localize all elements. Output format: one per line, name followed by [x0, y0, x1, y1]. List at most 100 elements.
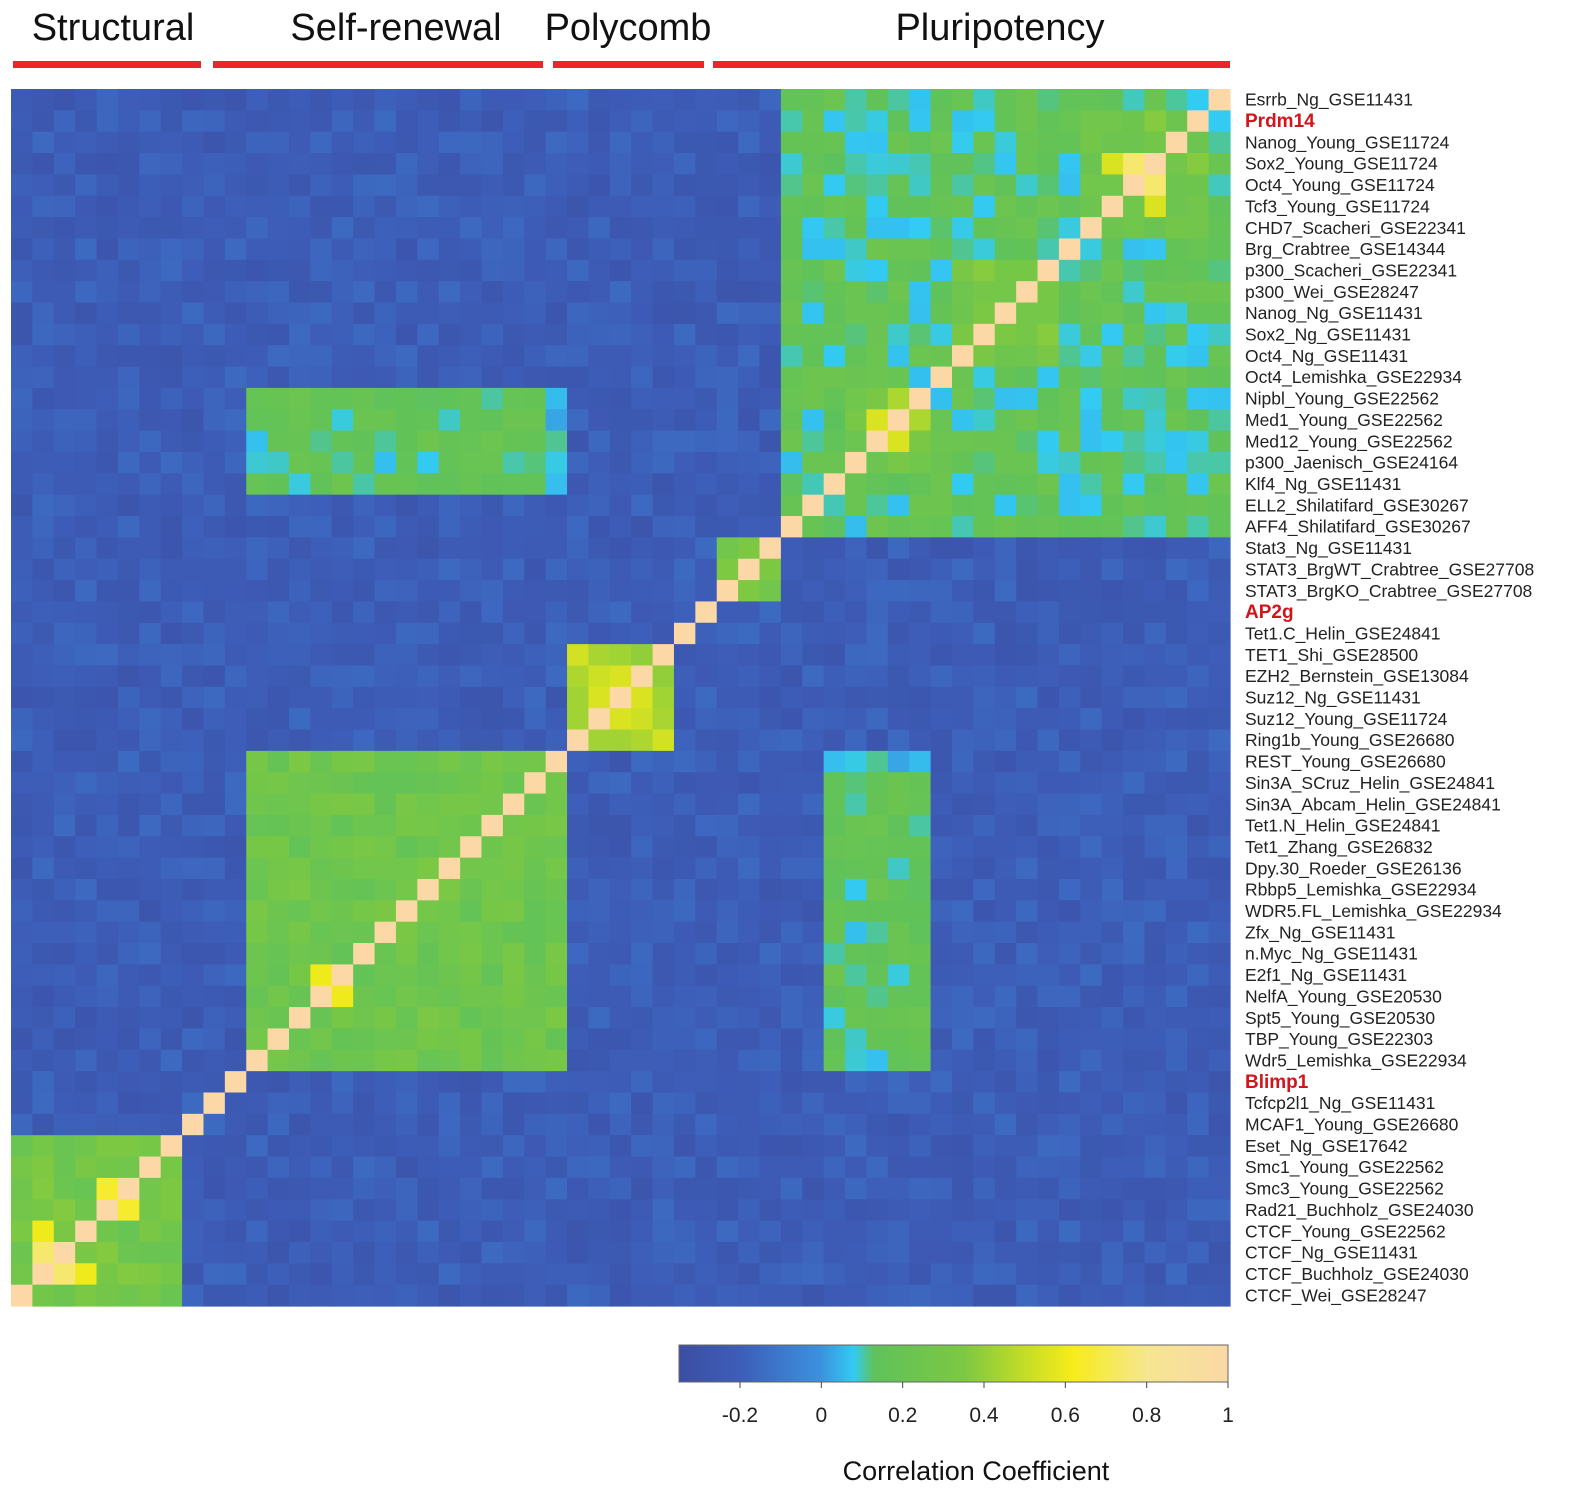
heatmap-cell: [1101, 89, 1124, 111]
heatmap-cell: [909, 836, 932, 859]
heatmap-cell: [353, 451, 376, 474]
heatmap-cell: [994, 1241, 1017, 1264]
heatmap-cell: [117, 836, 140, 859]
heatmap-cell: [567, 686, 590, 709]
heatmap-cell: [417, 131, 440, 154]
heatmap-cell: [951, 1135, 974, 1158]
heatmap-cell: [1123, 622, 1146, 645]
heatmap-cell: [481, 1263, 504, 1286]
heatmap-cell: [524, 558, 547, 581]
heatmap-cell: [930, 366, 953, 389]
heatmap-cell: [1058, 217, 1081, 240]
heatmap-cell: [1208, 558, 1231, 581]
heatmap-cell: [866, 409, 889, 432]
heatmap-cell: [481, 900, 504, 923]
heatmap-cell: [1123, 793, 1146, 816]
heatmap-cell: [1037, 943, 1060, 965]
heatmap-cell: [139, 943, 162, 965]
heatmap-cell: [1208, 1220, 1231, 1243]
heatmap-cell: [331, 1007, 354, 1030]
heatmap-cell: [673, 409, 696, 432]
heatmap-cell: [53, 644, 76, 667]
heatmap-cell: [75, 131, 98, 154]
heatmap-cell: [951, 1071, 974, 1094]
heatmap-cell: [310, 814, 333, 837]
heatmap-cell: [1101, 1071, 1124, 1094]
heatmap-cell: [994, 1177, 1017, 1200]
heatmap-cell: [1037, 473, 1060, 496]
heatmap-cell: [738, 1199, 761, 1222]
heatmap-cell: [1165, 366, 1188, 389]
heatmap-cell: [117, 537, 140, 560]
heatmap-cell: [267, 1071, 290, 1094]
heatmap-cell: [374, 259, 397, 282]
heatmap-cell: [310, 1220, 333, 1243]
heatmap-cell: [609, 1199, 632, 1222]
heatmap-cell: [1144, 1092, 1167, 1115]
heatmap-cell: [331, 985, 354, 1008]
heatmap-cell: [267, 345, 290, 368]
heatmap-cell: [203, 601, 226, 624]
heatmap-cell: [802, 900, 825, 923]
heatmap-cell: [759, 131, 782, 154]
heatmap-cell: [673, 1156, 696, 1179]
heatmap-cell: [738, 345, 761, 368]
heatmap-cell: [395, 1241, 418, 1264]
heatmap-cell: [524, 110, 547, 133]
heatmap-cell: [1058, 281, 1081, 304]
heatmap-cell: [588, 195, 611, 218]
heatmap-cell: [1101, 302, 1124, 325]
heatmap-cell: [567, 1028, 590, 1051]
heatmap-cell: [1187, 580, 1210, 603]
heatmap-cell: [845, 1049, 868, 1072]
heatmap-cell: [267, 409, 290, 432]
heatmap-cell: [267, 217, 290, 240]
heatmap-cell: [438, 900, 461, 923]
heatmap-cell: [395, 366, 418, 389]
heatmap-cell: [438, 1071, 461, 1094]
heatmap-cell: [609, 110, 632, 133]
heatmap-cell: [310, 1263, 333, 1286]
heatmap-cell: [11, 259, 33, 282]
heatmap-cell: [823, 131, 846, 154]
heatmap-cell: [951, 473, 974, 496]
heatmap-cell: [32, 89, 55, 111]
heatmap-cell: [160, 174, 183, 197]
heatmap-cell: [224, 451, 247, 474]
heatmap-cell: [395, 451, 418, 474]
heatmap-cell: [1080, 366, 1103, 389]
heatmap-cell: [1144, 1199, 1167, 1222]
heatmap-cell: [951, 1007, 974, 1030]
heatmap-cell: [53, 1199, 76, 1222]
heatmap-cell: [32, 323, 55, 346]
heatmap-cell: [738, 1156, 761, 1179]
heatmap-cell: [160, 1049, 183, 1072]
heatmap-cell: [96, 1156, 119, 1179]
row-label: Ring1b_Young_GSE26680: [1245, 730, 1455, 751]
heatmap-cell: [695, 708, 718, 731]
heatmap-cell: [716, 1007, 739, 1030]
heatmap-cell: [417, 110, 440, 133]
heatmap-cell: [716, 451, 739, 474]
heatmap-cell: [759, 238, 782, 261]
heatmap-cell: [267, 131, 290, 154]
heatmap-cell: [609, 1263, 632, 1286]
heatmap-cell: [845, 708, 868, 731]
heatmap-cell: [481, 601, 504, 624]
heatmap-cell: [887, 921, 910, 944]
heatmap-cell: [246, 281, 269, 304]
heatmap-cell: [887, 622, 910, 645]
heatmap-cell: [695, 750, 718, 773]
heatmap-cell: [1208, 836, 1231, 859]
heatmap-cell: [160, 238, 183, 261]
heatmap-cell: [53, 580, 76, 603]
heatmap-cell: [1123, 195, 1146, 218]
heatmap-cell: [160, 281, 183, 304]
row-label: CTCF_Ng_GSE11431: [1245, 1243, 1418, 1264]
heatmap-cell: [1144, 516, 1167, 538]
heatmap-cell: [1208, 110, 1231, 133]
heatmap-cell: [203, 1049, 226, 1072]
heatmap-cell: [673, 772, 696, 795]
heatmap-cell: [96, 878, 119, 901]
heatmap-cell: [1144, 878, 1167, 901]
